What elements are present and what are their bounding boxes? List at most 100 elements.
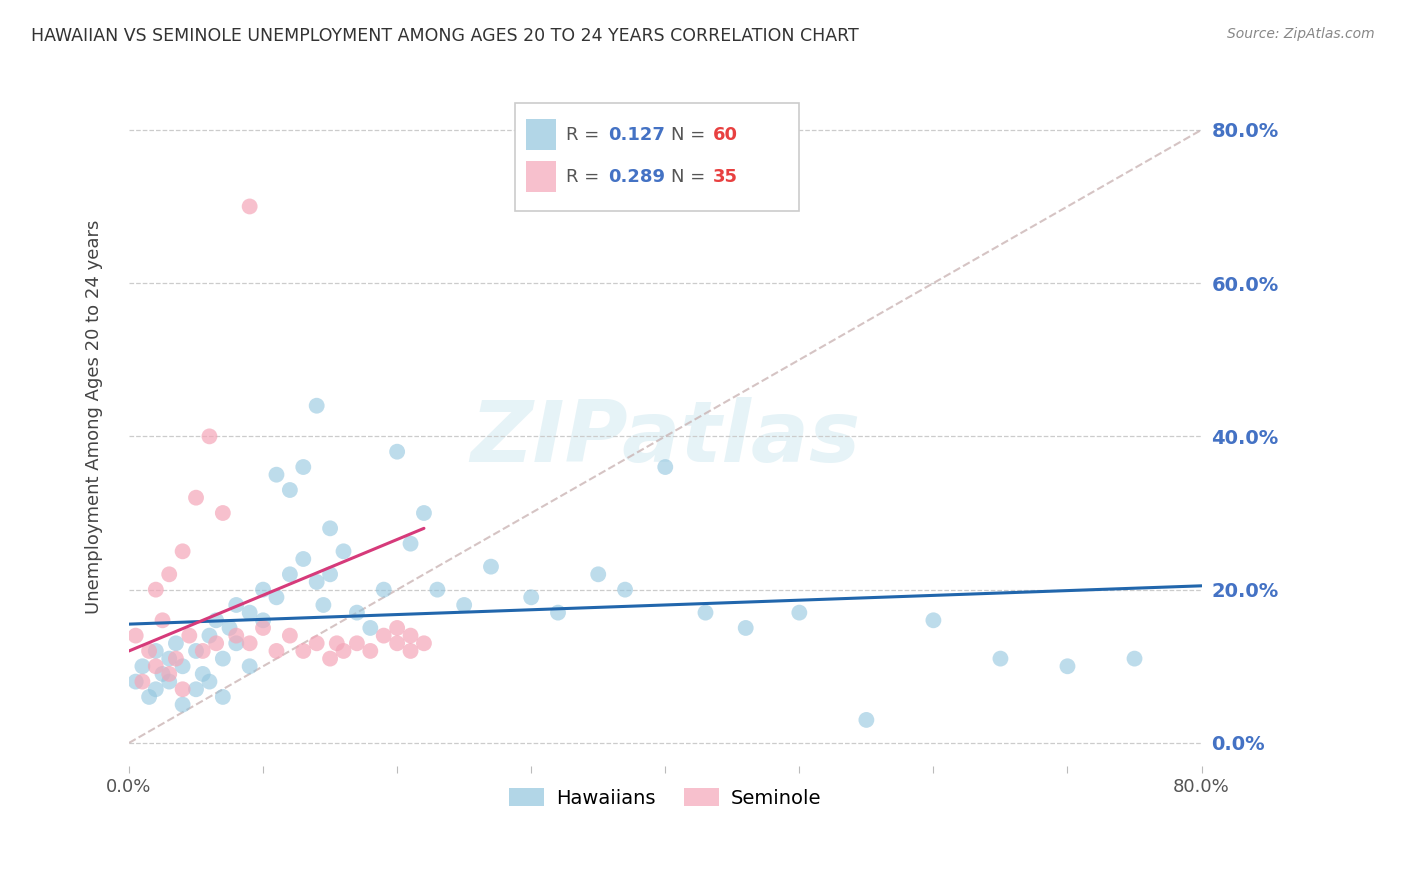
Seminole [172, 544, 194, 558]
Seminole [326, 636, 349, 650]
Hawaiians [225, 636, 247, 650]
Hawaiians [695, 606, 717, 620]
Hawaiians [239, 606, 262, 620]
Hawaiians [346, 606, 368, 620]
Hawaiians [990, 651, 1012, 665]
Hawaiians [191, 667, 214, 681]
Seminole [319, 651, 342, 665]
Hawaiians [211, 690, 233, 704]
Hawaiians [520, 591, 543, 605]
Seminole [152, 613, 174, 627]
Hawaiians [239, 659, 262, 673]
Hawaiians [218, 621, 240, 635]
Hawaiians [252, 613, 274, 627]
Seminole [211, 506, 233, 520]
Hawaiians [479, 559, 502, 574]
Text: 0.289: 0.289 [609, 168, 665, 186]
Hawaiians [1056, 659, 1078, 673]
Hawaiians [184, 682, 207, 697]
Text: R =: R = [565, 168, 605, 186]
Legend: Hawaiians, Seminole: Hawaiians, Seminole [502, 780, 830, 815]
Seminole [332, 644, 354, 658]
Text: R =: R = [565, 126, 605, 144]
FancyBboxPatch shape [515, 103, 800, 211]
Seminole [239, 636, 262, 650]
Hawaiians [312, 598, 335, 612]
Hawaiians [586, 567, 609, 582]
Seminole [305, 636, 328, 650]
Seminole [278, 629, 301, 643]
Hawaiians [252, 582, 274, 597]
Seminole [205, 636, 228, 650]
Seminole [399, 629, 422, 643]
Hawaiians [157, 674, 180, 689]
Seminole [385, 636, 408, 650]
Hawaiians [789, 606, 811, 620]
Hawaiians [855, 713, 877, 727]
Hawaiians [426, 582, 449, 597]
Hawaiians [305, 399, 328, 413]
Text: 0.127: 0.127 [609, 126, 665, 144]
Text: 60: 60 [713, 126, 738, 144]
Text: HAWAIIAN VS SEMINOLE UNEMPLOYMENT AMONG AGES 20 TO 24 YEARS CORRELATION CHART: HAWAIIAN VS SEMINOLE UNEMPLOYMENT AMONG … [31, 27, 859, 45]
Hawaiians [319, 567, 342, 582]
Hawaiians [319, 521, 342, 535]
Seminole [385, 621, 408, 635]
Seminole [346, 636, 368, 650]
Hawaiians [547, 606, 569, 620]
Seminole [179, 629, 201, 643]
Seminole [145, 659, 167, 673]
Hawaiians [292, 552, 315, 566]
Text: Source: ZipAtlas.com: Source: ZipAtlas.com [1227, 27, 1375, 41]
Hawaiians [614, 582, 637, 597]
Hawaiians [138, 690, 160, 704]
Seminole [225, 629, 247, 643]
Hawaiians [165, 636, 187, 650]
Hawaiians [211, 651, 233, 665]
Hawaiians [172, 698, 194, 712]
Hawaiians [125, 674, 148, 689]
Hawaiians [332, 544, 354, 558]
Hawaiians [198, 674, 221, 689]
Hawaiians [399, 536, 422, 550]
Hawaiians [453, 598, 475, 612]
Seminole [131, 674, 153, 689]
FancyBboxPatch shape [526, 161, 555, 193]
Hawaiians [145, 682, 167, 697]
Seminole [157, 567, 180, 582]
Y-axis label: Unemployment Among Ages 20 to 24 years: Unemployment Among Ages 20 to 24 years [86, 220, 103, 615]
Hawaiians [131, 659, 153, 673]
Seminole [373, 629, 395, 643]
Seminole [172, 682, 194, 697]
Hawaiians [1123, 651, 1146, 665]
Hawaiians [413, 506, 436, 520]
Seminole [184, 491, 207, 505]
Hawaiians [278, 483, 301, 497]
Hawaiians [278, 567, 301, 582]
Hawaiians [266, 467, 288, 482]
Hawaiians [198, 629, 221, 643]
Hawaiians [922, 613, 945, 627]
Hawaiians [172, 659, 194, 673]
Hawaiians [225, 598, 247, 612]
Text: N =: N = [671, 126, 710, 144]
Text: N =: N = [671, 168, 710, 186]
Hawaiians [145, 644, 167, 658]
Hawaiians [373, 582, 395, 597]
Seminole [165, 651, 187, 665]
Hawaiians [152, 667, 174, 681]
Seminole [266, 644, 288, 658]
Hawaiians [359, 621, 381, 635]
Seminole [145, 582, 167, 597]
Seminole [413, 636, 436, 650]
Seminole [359, 644, 381, 658]
Seminole [239, 199, 262, 213]
Seminole [157, 667, 180, 681]
Hawaiians [292, 460, 315, 475]
Seminole [399, 644, 422, 658]
Text: ZIPatlas: ZIPatlas [470, 397, 860, 480]
Hawaiians [205, 613, 228, 627]
Hawaiians [157, 651, 180, 665]
Hawaiians [305, 574, 328, 589]
Seminole [198, 429, 221, 443]
